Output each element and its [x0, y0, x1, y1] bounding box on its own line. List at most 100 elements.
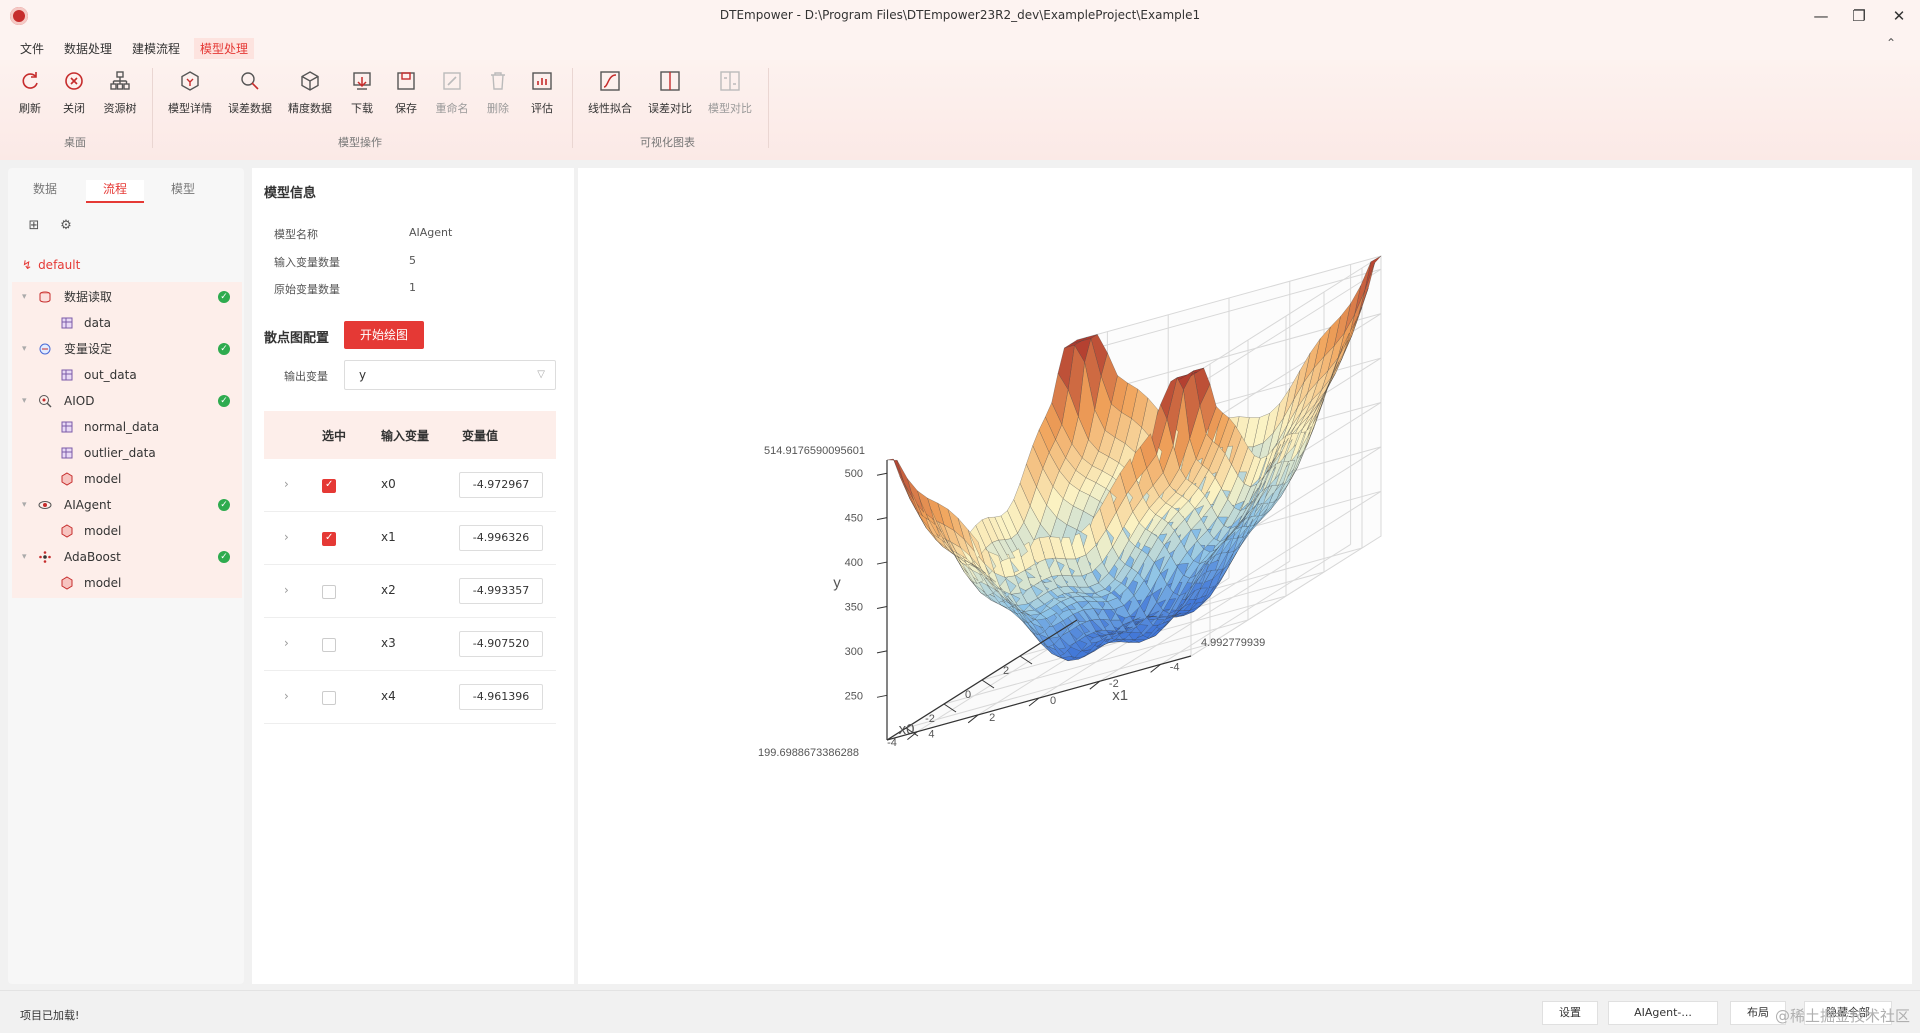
layout-button[interactable]: 布局: [1730, 1001, 1786, 1025]
hide-all-button[interactable]: 隐藏全部: [1804, 1001, 1892, 1025]
chart-panel[interactable]: 250 300 350 400 450 500 514.9176590095601 199.6…: [578, 168, 1912, 984]
input-count-label: 输入变量数量: [274, 256, 340, 269]
model-selector[interactable]: AIAgent-...: [1608, 1001, 1718, 1025]
ribbon-collapse-button[interactable]: ⌃: [1885, 36, 1896, 50]
resource-tree-button[interactable]: 资源树: [94, 70, 146, 116]
tab-flow[interactable]: 流程: [86, 180, 144, 203]
output-variable-select[interactable]: y ▽: [344, 360, 556, 390]
caret-down-icon[interactable]: ▾: [22, 344, 27, 354]
y-tick-label: 4: [928, 729, 934, 741]
delete-button[interactable]: 删除: [472, 70, 524, 116]
tab-data[interactable]: 数据: [32, 182, 57, 196]
tree-leaf[interactable]: out_data: [12, 362, 242, 388]
linear-fit-button[interactable]: 线性拟合: [584, 70, 636, 116]
tree-node-aiagent[interactable]: ▾ AIAgent ✓: [12, 492, 242, 518]
x-tick-label: 0: [965, 689, 971, 701]
dataset-icon: [61, 369, 73, 381]
tree-node-aiod[interactable]: ▾ AIOD ✓: [12, 388, 242, 414]
y-tick-label: 0: [1050, 695, 1056, 707]
model-icon: [61, 472, 73, 486]
z-tick: [876, 605, 888, 609]
y-tick: [1150, 664, 1161, 673]
row-checkbox[interactable]: [322, 691, 336, 705]
row-checkbox[interactable]: [322, 638, 336, 652]
y-tick-label: -2: [1109, 678, 1119, 690]
x-tick-label: -4: [887, 737, 897, 749]
expand-icon[interactable]: ›: [284, 583, 289, 597]
surface-chart[interactable]: 250300350400450500514.9176590095601199.6…: [578, 168, 1912, 984]
model-name-value: AIAgent: [409, 226, 453, 239]
save-button[interactable]: 保存: [380, 70, 432, 116]
settings-button[interactable]: 设置: [1542, 1001, 1598, 1025]
raw-count-value: 1: [409, 281, 416, 294]
caret-down-icon[interactable]: ▾: [22, 552, 27, 562]
variable-value-input[interactable]: -4.996326: [459, 525, 543, 551]
restore-button[interactable]: ❐: [1852, 7, 1866, 25]
refresh-button[interactable]: 刷新: [4, 70, 56, 116]
expand-icon[interactable]: ›: [284, 530, 289, 544]
y-tick-label: -4: [1170, 661, 1180, 673]
variable-value-input[interactable]: -4.907520: [459, 631, 543, 657]
y-tick: [967, 714, 979, 724]
evaluate-button[interactable]: 评估: [516, 70, 568, 116]
surface-patch: [886, 458, 904, 482]
caret-down-icon[interactable]: ▾: [22, 396, 27, 406]
model-icon: [61, 524, 73, 538]
row-checkbox[interactable]: [322, 585, 336, 599]
expand-icon[interactable]: ›: [284, 689, 289, 703]
menu-model-processing[interactable]: 模型处理: [194, 38, 255, 59]
caret-down-icon[interactable]: ▾: [22, 500, 27, 510]
z-axis-title: y: [833, 574, 841, 591]
z-tick-label: 300: [845, 646, 863, 658]
settings-icon[interactable]: ⚙: [60, 218, 72, 233]
close-window-button[interactable]: ✕: [1892, 7, 1906, 25]
variable-value-input[interactable]: -4.961396: [459, 684, 543, 710]
tree-leaf[interactable]: model: [12, 466, 242, 492]
start-plot-button[interactable]: 开始绘图: [344, 321, 424, 349]
tree-node-variable-setting[interactable]: ▾ 变量设定 ✓: [12, 336, 242, 362]
error-compare-button[interactable]: 误差对比: [644, 70, 696, 116]
download-button[interactable]: 下载: [336, 70, 388, 116]
expand-icon[interactable]: ›: [284, 477, 289, 491]
add-node-icon[interactable]: ⊞: [28, 218, 40, 233]
x-tick-label: -2: [925, 713, 935, 725]
caret-down-icon[interactable]: ▾: [22, 292, 27, 302]
refresh-icon: [22, 72, 38, 89]
tree-leaf[interactable]: data: [12, 310, 242, 336]
status-done-icon: ✓: [218, 499, 230, 511]
model-detail-button[interactable]: 模型详情: [164, 70, 216, 116]
tree-leaf[interactable]: model: [12, 518, 242, 544]
group-label-model-ops: 模型操作: [338, 136, 382, 149]
variable-value-input[interactable]: -4.993357: [459, 578, 543, 604]
close-button[interactable]: 关闭: [48, 70, 100, 116]
group-label-desktop: 桌面: [64, 136, 86, 149]
tree-leaf[interactable]: model: [12, 570, 242, 596]
menu-modeling-flow[interactable]: 建模流程: [132, 42, 181, 56]
tree-leaf[interactable]: outlier_data: [12, 440, 242, 466]
precision-data-button[interactable]: 精度数据: [284, 70, 336, 116]
minimize-button[interactable]: —: [1813, 7, 1829, 25]
menu-data-processing[interactable]: 数据处理: [64, 42, 113, 56]
variable-value-input[interactable]: -4.972967: [459, 472, 543, 498]
expand-icon[interactable]: ›: [284, 636, 289, 650]
menu-file[interactable]: 文件: [20, 42, 45, 56]
tree-root[interactable]: ↯ default: [22, 258, 81, 272]
tree-node-data-read[interactable]: ▾ 数据读取 ✓: [12, 284, 242, 310]
linear-fit-icon: [600, 71, 620, 91]
x-tick: [981, 679, 995, 689]
error-data-button[interactable]: 误差数据: [224, 70, 276, 116]
rename-button[interactable]: 重命名: [426, 70, 478, 116]
z-tick-label: 400: [845, 557, 863, 569]
row-checkbox[interactable]: [322, 532, 336, 546]
z-min-label: 199.6988673386288: [758, 747, 859, 759]
error-compare-icon: [660, 71, 680, 91]
tab-model[interactable]: 模型: [170, 182, 195, 196]
row-checkbox[interactable]: [322, 479, 336, 493]
evaluate-icon: [532, 72, 552, 90]
model-compare-button[interactable]: 模型对比: [704, 70, 756, 116]
tree-node-adaboost[interactable]: ▾ AdaBoost ✓: [12, 544, 242, 570]
precision-data-icon: [301, 71, 319, 91]
tree-leaf[interactable]: normal_data: [12, 414, 242, 440]
data-read-icon: [39, 291, 51, 303]
menu-bar: 文件 数据处理 建模流程 模型处理 ⌃: [0, 32, 1920, 60]
